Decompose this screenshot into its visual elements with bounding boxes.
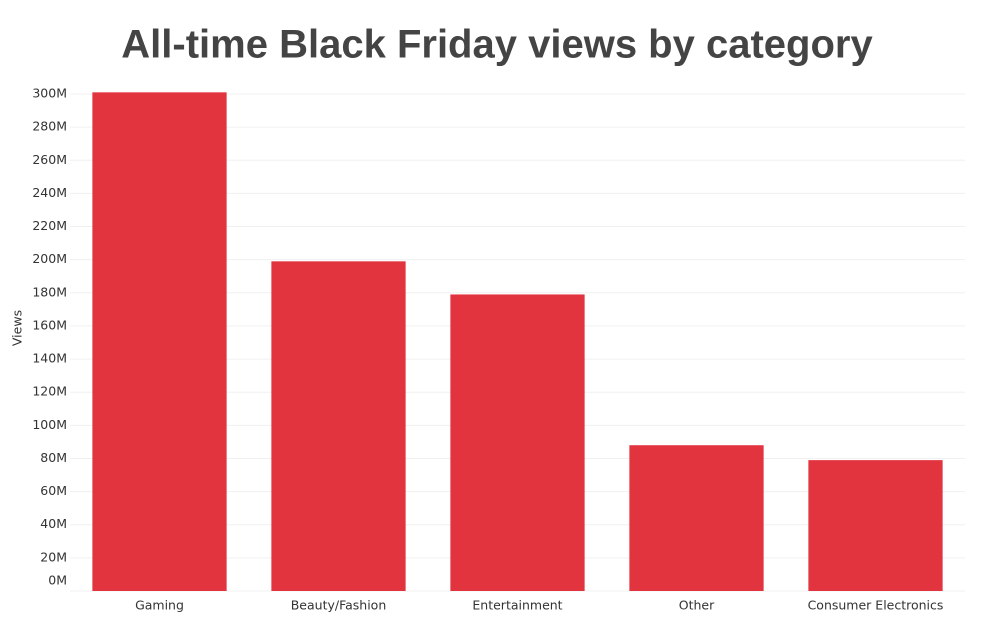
x-tick-label: Entertainment [472, 598, 562, 613]
y-tick-label: 80M [40, 450, 67, 465]
x-tick-label: Gaming [135, 598, 184, 613]
chart-title: All-time Black Friday views by category [121, 23, 873, 67]
y-tick-label: 40M [40, 516, 67, 531]
bar [629, 445, 764, 591]
x-tick-label: Other [679, 598, 715, 613]
y-tick-label: 220M [32, 218, 67, 233]
bar [808, 460, 943, 591]
y-tick-label: 180M [32, 284, 67, 299]
y-tick-label: 200M [32, 251, 67, 266]
bar [450, 294, 585, 591]
y-tick-label: 60M [40, 483, 67, 498]
y-axis-label: Views [10, 310, 25, 346]
bar [92, 92, 227, 592]
y-tick-label: 20M [40, 549, 67, 564]
bar [271, 261, 406, 591]
y-tick-label: 120M [32, 384, 67, 399]
y-tick-label: 100M [32, 417, 67, 432]
y-tick-label: 260M [32, 152, 67, 167]
y-tick-label: 280M [32, 119, 67, 134]
y-tick-label: 240M [32, 185, 67, 200]
y-tick-label: 140M [32, 351, 67, 366]
x-tick-label: Beauty/Fashion [291, 598, 387, 613]
x-tick-label: Consumer Electronics [808, 598, 944, 613]
y-tick-label: 160M [32, 317, 67, 332]
y-tick-label: 0M [48, 573, 67, 588]
y-tick-label: 300M [32, 86, 67, 101]
